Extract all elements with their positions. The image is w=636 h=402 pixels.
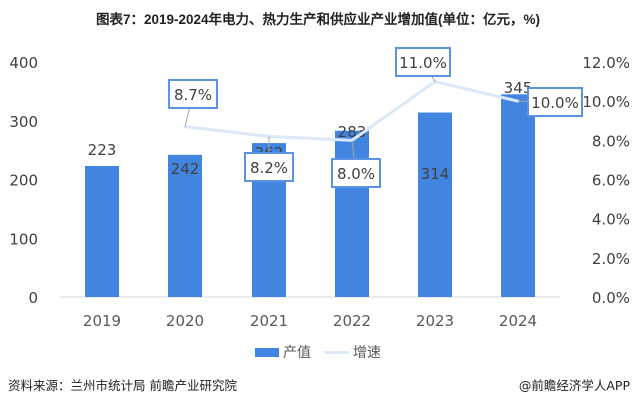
bar (85, 165, 119, 297)
bar-value-label: 345 (504, 79, 533, 97)
bar-value-label: 314 (421, 165, 450, 183)
growth-value-label: 8.2% (244, 136, 294, 182)
left-tick-label: 300 (9, 113, 38, 131)
growth-value-label: 8.0% (331, 140, 381, 188)
growth-label-text: 8.2% (250, 159, 288, 177)
left-axis: 0 100 200 300 400 (9, 54, 38, 307)
label-box (168, 79, 218, 109)
bar (335, 130, 369, 297)
bar (168, 154, 202, 297)
legend-line-swatch (325, 350, 349, 354)
right-tick-label: 8.0% (592, 132, 630, 150)
right-tick-label: 10.0% (582, 93, 630, 111)
label-box (527, 87, 583, 117)
label-box (395, 47, 451, 77)
growth-value-label: 11.0% (395, 47, 451, 82)
x-tick-label: 2024 (499, 312, 537, 330)
right-tick-label: 6.0% (592, 172, 630, 190)
growth-label-text: 10.0% (531, 94, 579, 112)
x-tick-label: 2019 (83, 312, 121, 330)
bar (501, 94, 535, 297)
legend: 产值 增速 (0, 342, 636, 362)
legend-line-label: 增速 (353, 345, 381, 361)
left-tick-label: 0 (28, 289, 38, 307)
growth-label-text: 8.0% (337, 165, 375, 183)
x-tick-label: 2023 (416, 312, 454, 330)
source-note: 资料来源：兰州市统计局 前瞻产业研究院 (8, 378, 237, 393)
x-tick-label: 2021 (250, 312, 288, 330)
x-tick-label: 2022 (333, 312, 371, 330)
bar-series: 223242262283314345 (85, 79, 535, 298)
growth-value-label: 8.7% (168, 79, 218, 127)
x-axis: 2019 2020 2021 2022 2023 2024 (83, 312, 537, 330)
growth-label-text: 11.0% (399, 54, 447, 72)
right-tick-label: 0.0% (592, 289, 630, 307)
right-tick-label: 4.0% (592, 211, 630, 229)
left-tick-label: 100 (9, 230, 38, 248)
growth-label-text: 8.7% (174, 86, 212, 104)
bar-value-label: 242 (171, 160, 200, 178)
label-box (331, 158, 381, 188)
left-tick-label: 400 (9, 54, 38, 72)
label-box (244, 152, 294, 182)
legend-bar-swatch (255, 347, 279, 357)
line-series: 8.7% 8.2% 8.0% 11.0% 10.0% (168, 47, 583, 188)
x-tick-label: 2020 (166, 312, 204, 330)
right-axis: 0.0% 2.0% 4.0% 6.0% 8.0% 10.0% 12.0% (582, 54, 630, 307)
growth-value-label: 10.0% (517, 87, 583, 117)
credit-note: @前瞻经济学人APP (518, 378, 630, 393)
left-tick-label: 200 (9, 172, 38, 190)
right-tick-label: 12.0% (582, 54, 630, 72)
right-tick-label: 2.0% (592, 250, 630, 268)
legend-bar-label: 产值 (283, 345, 311, 361)
chart-title: 图表7：2019-2024年电力、热力生产和供应业产业增加值(单位：亿元，%) (95, 12, 541, 27)
bar-value-label: 223 (88, 141, 117, 159)
bar (418, 112, 452, 298)
